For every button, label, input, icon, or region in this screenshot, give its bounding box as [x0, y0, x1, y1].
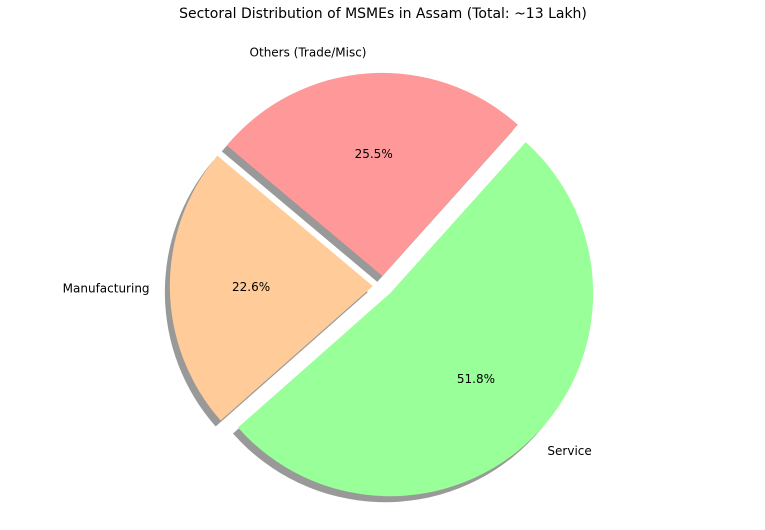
slice-label: Others (Trade/Misc) [250, 46, 367, 60]
wedge [169, 155, 373, 421]
slice-label: Manufacturing [63, 281, 150, 295]
value-label: 22.6% [232, 280, 270, 294]
value-label: 51.8% [457, 372, 495, 386]
wedge [226, 72, 518, 276]
slice-label: Service [547, 444, 591, 458]
wedge [237, 142, 594, 497]
chart-title: Sectoral Distribution of MSMEs in Assam … [179, 6, 587, 22]
value-label: 25.5% [355, 147, 393, 161]
